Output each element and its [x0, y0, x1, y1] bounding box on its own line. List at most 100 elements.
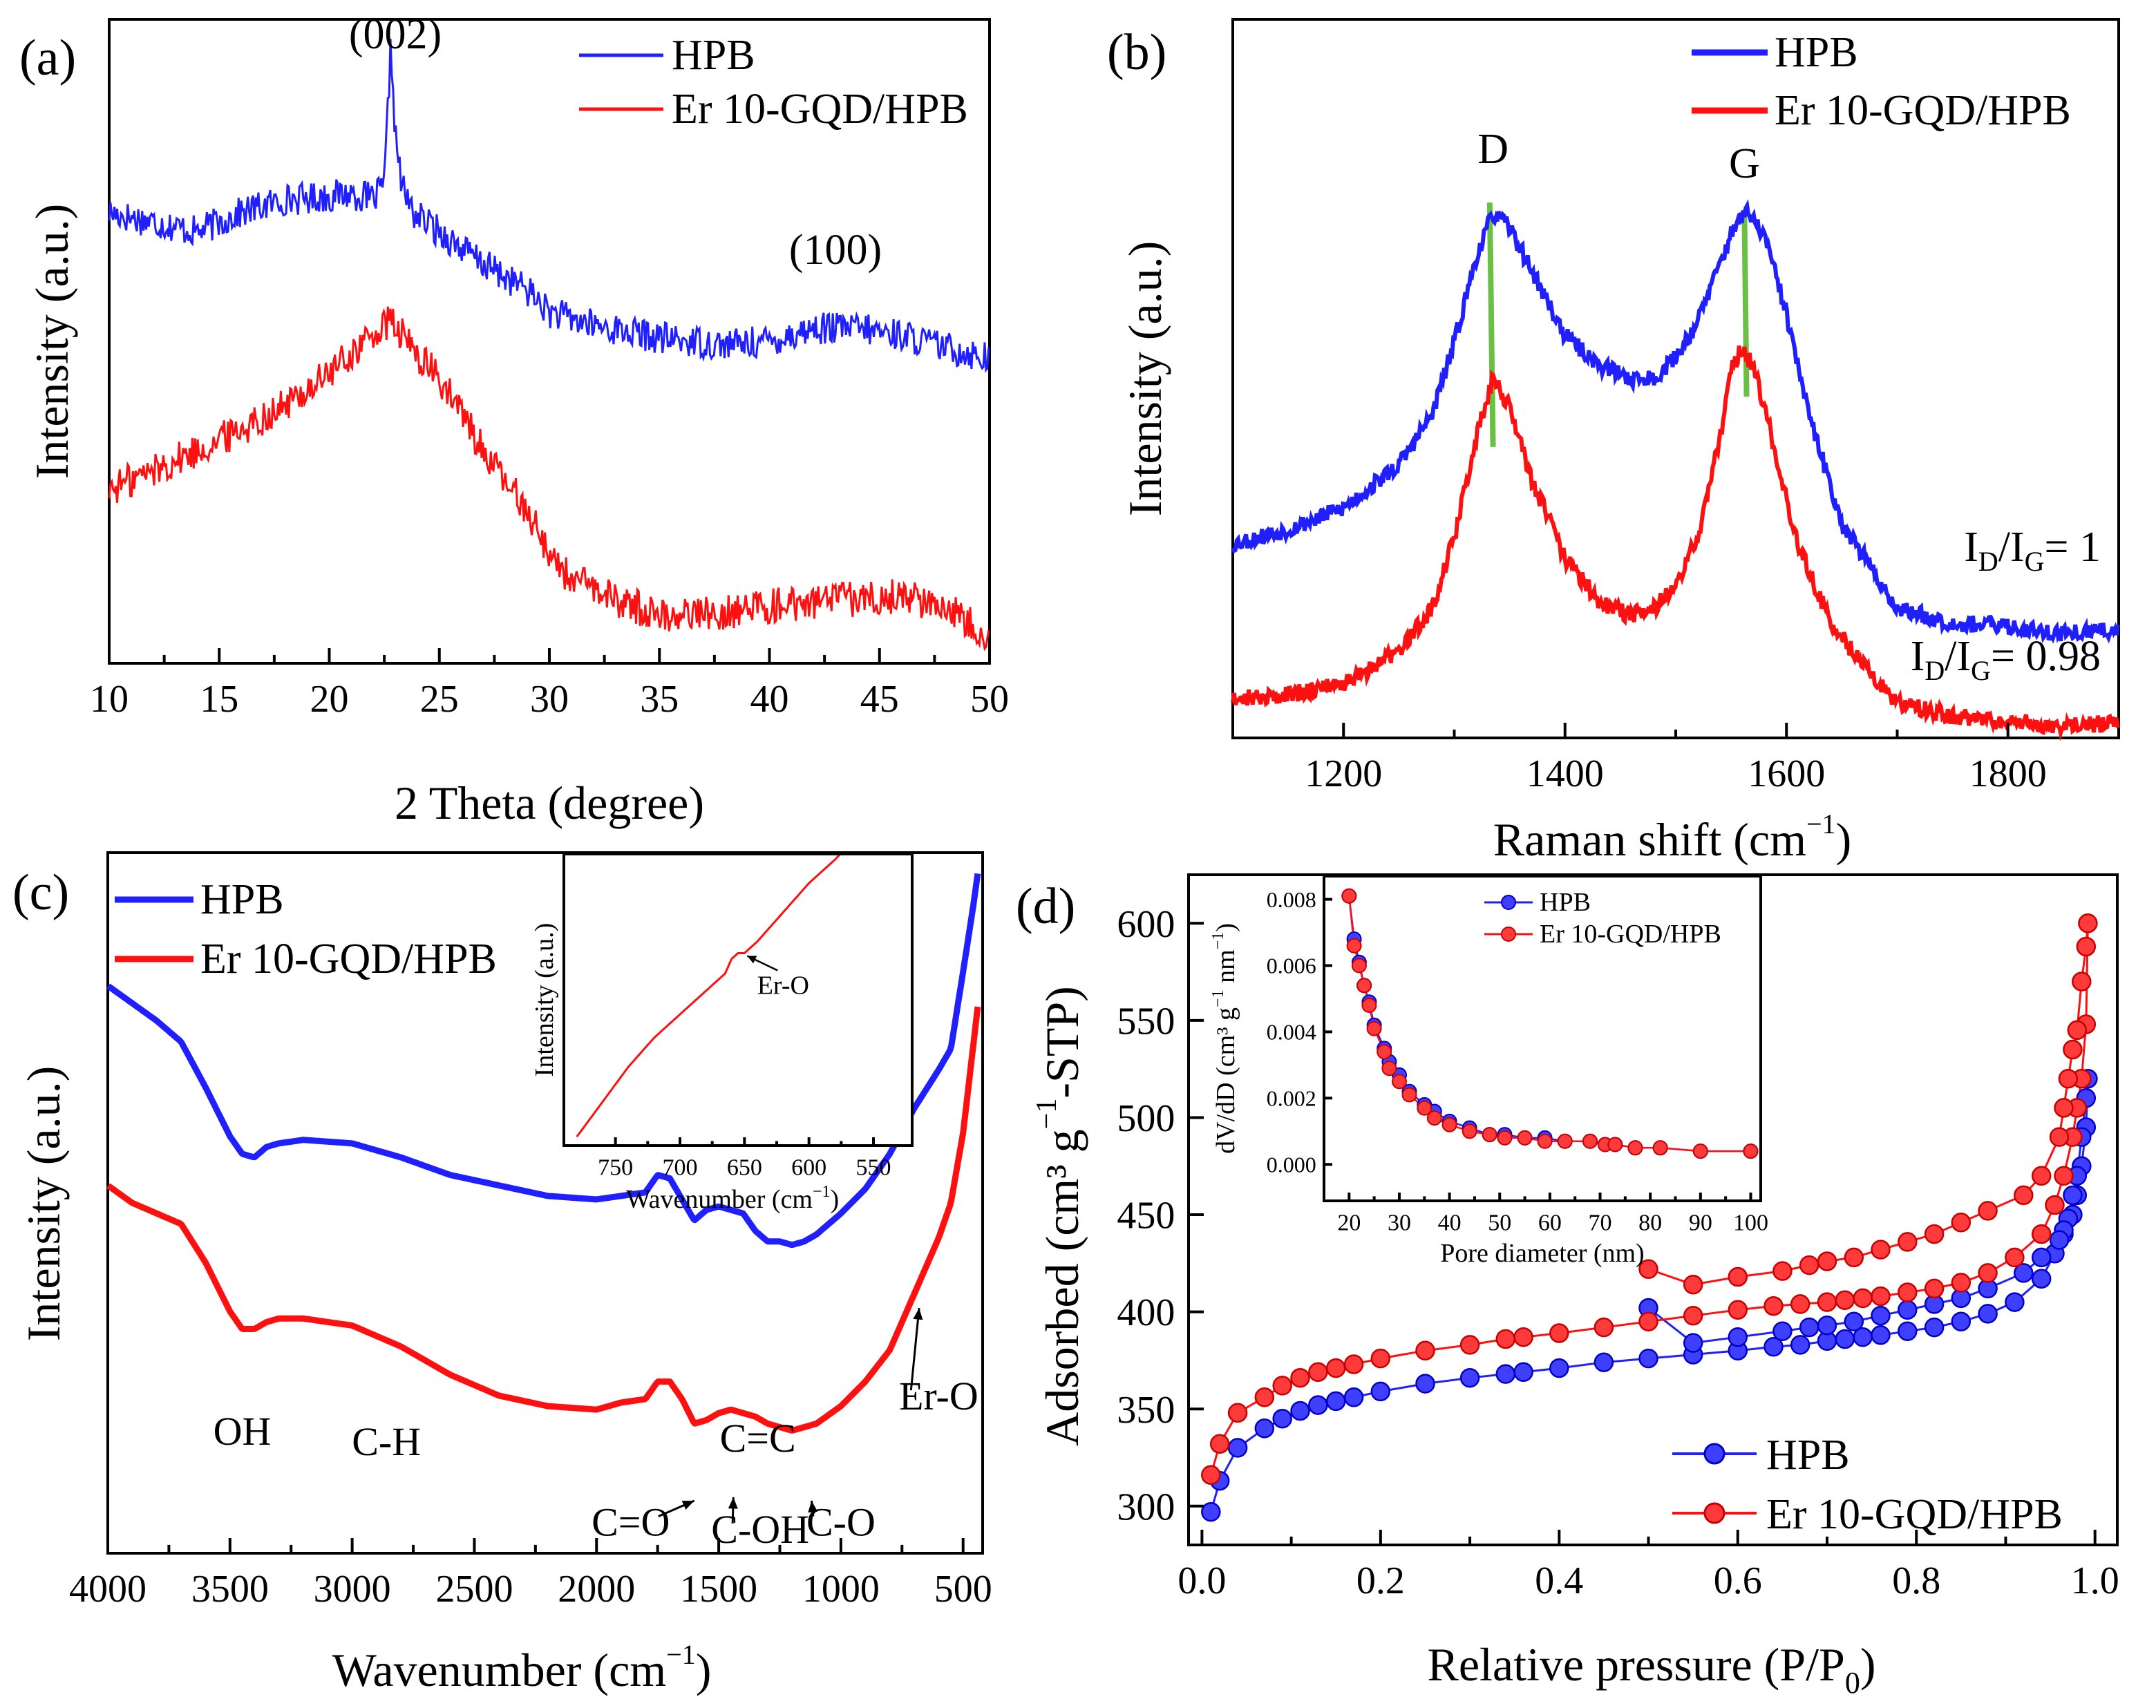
panel-d-point-er — [1201, 1465, 1221, 1486]
panel-d-point-hpb — [1201, 1501, 1221, 1522]
panel-d-point-hpb — [1683, 1333, 1703, 1353]
panel-d-point-hpb — [2063, 1185, 2083, 1206]
panel-d-point-er — [1799, 1255, 1819, 1275]
inset-d-ylabel-sup2: −1 — [1209, 932, 1227, 950]
panel-d-point-er — [1513, 1327, 1533, 1347]
panel-b-ylabel: Intensity (a.u.) — [1119, 241, 1171, 516]
panel-d-ytick-label-5: 550 — [1117, 1000, 1175, 1043]
panel-d-point-hpb — [1728, 1327, 1748, 1347]
panel-d-ytick-label-0: 300 — [1117, 1486, 1175, 1528]
panel-d-point-hpb — [1898, 1321, 1918, 1341]
legend-di-er-marker — [1501, 927, 1516, 942]
panel-d-point-hpb — [1308, 1395, 1328, 1415]
panel-d-point-er — [1871, 1286, 1891, 1307]
inset-d-point-er — [1366, 1021, 1382, 1036]
panel-a-annotation-0: (002) — [349, 11, 442, 58]
inset-c-xlabel-main: Wavenumber (cm — [626, 1185, 813, 1214]
panel-d-point-hpb — [1513, 1362, 1533, 1383]
inset-d-point-er — [1537, 1133, 1553, 1149]
panel-a-xtick-label-8: 50 — [970, 678, 1009, 721]
panel-b-marker-D — [1486, 202, 1496, 447]
panel-c-xtick-label-3: 2500 — [435, 1568, 513, 1611]
panel-c-series-hpb — [106, 873, 981, 1249]
panel-d-point-hpb — [1272, 1408, 1292, 1429]
panel-c-series-er — [106, 1006, 981, 1434]
inset-c-xlabel-end: ) — [831, 1185, 840, 1214]
panel-d-curves — [1201, 913, 2098, 1522]
inset-d-point-er — [1417, 1100, 1432, 1116]
legend-c-hpb-label: HPB — [200, 876, 284, 923]
panel-d-point-er — [1227, 1403, 1248, 1423]
panel-c-inset-curves — [576, 854, 842, 1138]
panel-c-xtick-label-2: 3000 — [314, 1568, 391, 1611]
panel-c-annotation-2: C=C — [720, 1416, 796, 1461]
panel-b-xlabel: Raman shift (cm−1) — [1493, 808, 1851, 866]
panel-c-label: (c) — [12, 864, 69, 921]
panel-d-point-hpb — [2031, 1269, 2052, 1289]
panel-d-point-er — [1325, 1358, 1346, 1378]
panel-d-point-hpb — [1799, 1317, 1819, 1338]
panel-d-point-er — [1594, 1317, 1614, 1338]
panel-d-inset: 20 30 40 50 60 70 80 90 100 0.000 0.002 0.004 0.006 0… — [1209, 875, 1768, 1268]
panel-d-point-hpb — [1835, 1329, 1855, 1349]
legend-c-er-label: Er 10-GQD/HPB — [200, 936, 497, 983]
panel-d-point-er — [1772, 1261, 1793, 1281]
panel-d-point-er — [1978, 1201, 1998, 1221]
panel-d-xlabel-end: ) — [1860, 1638, 1876, 1691]
panel-b-xlabel-sup: −1 — [1806, 808, 1836, 839]
panel-d-point-er — [1272, 1376, 1292, 1396]
panel-d-point-hpb — [1772, 1321, 1793, 1341]
panel-b-ticks: 1200 1400 1600 1800 — [1305, 723, 2047, 795]
panel-a-xtick-label-2: 20 — [310, 678, 349, 721]
panel-c-annotation-arrowhead-4 — [728, 1497, 738, 1509]
panel-c-xlabel: Wavenumber (cm−1) — [332, 1639, 712, 1696]
panel-b-xlabel-end: ) — [1836, 813, 1852, 866]
panel-d-point-er — [2005, 1247, 2025, 1268]
panel-d-point-er — [1549, 1323, 1569, 1343]
panel-b-label: (b) — [1107, 24, 1166, 81]
inset-d-point-er — [1381, 1061, 1397, 1076]
panel-d-point-er — [1209, 1434, 1230, 1454]
inset-d-ytick-label-0: 0.000 — [1267, 1152, 1316, 1177]
panel-d-ytick-label-3: 450 — [1117, 1195, 1175, 1237]
panel-d-point-er — [2031, 1224, 2052, 1244]
panel-d-point-hpb — [1871, 1305, 1891, 1326]
panel-d-xtick-label-5: 1.0 — [2071, 1559, 2119, 1602]
panel-d-inset-legend: HPB Er 10-GQD/HPB — [1484, 888, 1721, 949]
legend-di-er-label: Er 10-GQD/HPB — [1540, 920, 1721, 949]
panel-d-point-er — [1817, 1251, 1837, 1271]
panel-c-annotation-6: Er-O — [899, 1374, 978, 1418]
panel-d-point-er — [2063, 1039, 2083, 1060]
inset-d-point-er — [1377, 1044, 1392, 1060]
panel-c-xlabel-main: Wavenumber (cm — [332, 1644, 667, 1696]
panel-a-xtick-label-3: 25 — [420, 678, 459, 721]
inset-c-xtick-label-0: 750 — [598, 1155, 633, 1181]
panel-c-xtick-label-1: 3500 — [191, 1568, 269, 1611]
panel-d-point-hpb — [1290, 1401, 1310, 1421]
inset-d-point-er — [1351, 958, 1367, 974]
panel-d-point-er — [1951, 1213, 1971, 1233]
panel-d-point-hpb — [1415, 1374, 1435, 1394]
inset-d-point-er — [1652, 1140, 1668, 1156]
inset-d-ylabel-main: dV/dD (cm³ g — [1211, 1007, 1240, 1154]
panel-d-point-hpb — [1790, 1335, 1810, 1355]
panel-c-inset-annotations: Er-O — [746, 955, 809, 1000]
panel-b-series-er — [1231, 345, 2120, 741]
panel-d-point-er — [1763, 1296, 1784, 1316]
panel-a-xtick-label-4: 30 — [530, 678, 569, 721]
panel-a-xtick-label-6: 40 — [750, 678, 789, 721]
panel-d-point-hpb — [1638, 1348, 1658, 1369]
inset-d-point-er — [1607, 1137, 1623, 1152]
panel-a-xtick-label-0: 10 — [90, 678, 129, 721]
panel-c-xlabel-sup: −1 — [666, 1639, 696, 1670]
inset-c-xtick-label-4: 550 — [856, 1155, 891, 1181]
panel-d-xlabel: Relative pressure (P/P0) — [1428, 1638, 1876, 1700]
panel-c-annotation-arrow-6 — [909, 1307, 920, 1391]
inset-c-xlabel-sup: −1 — [813, 1183, 831, 1201]
panel-d-point-er — [2078, 913, 2098, 933]
panel-d-point-hpb — [1227, 1438, 1248, 1458]
panel-c-xtick-label-7: 500 — [934, 1568, 992, 1611]
panel-a-ticks: 10 15 20 25 30 35 40 45 50 — [90, 648, 1009, 721]
panel-c-xtick-label-6: 1000 — [802, 1568, 880, 1611]
